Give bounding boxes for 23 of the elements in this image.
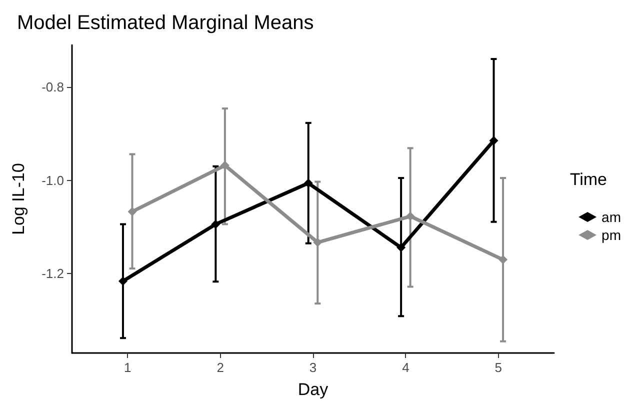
y-tick-label: -1.2 (42, 266, 64, 282)
x-tick-label: 3 (309, 360, 317, 375)
x-tick-label: 2 (216, 360, 224, 375)
chart-title: Model Estimated Marginal Means (17, 12, 314, 34)
y-axis-title: Log IL-10 (9, 163, 28, 235)
point (304, 178, 313, 188)
legend-label: pm (602, 227, 622, 243)
x-tick-label: 1 (124, 360, 132, 375)
point (489, 136, 498, 146)
point (211, 220, 220, 229)
x-axis-title: Day (298, 380, 329, 399)
point (220, 160, 230, 170)
x-tick-label: 4 (402, 360, 410, 375)
legend-title: Time (570, 170, 608, 189)
point (313, 238, 322, 247)
y-tick-label: -0.8 (42, 80, 64, 94)
x-tick-label: 5 (494, 360, 502, 375)
point (128, 207, 137, 216)
y-tick-label: -1.0 (42, 172, 64, 188)
legend-label: am (602, 209, 622, 225)
point (396, 243, 406, 252)
point (406, 212, 415, 221)
point (118, 276, 128, 286)
